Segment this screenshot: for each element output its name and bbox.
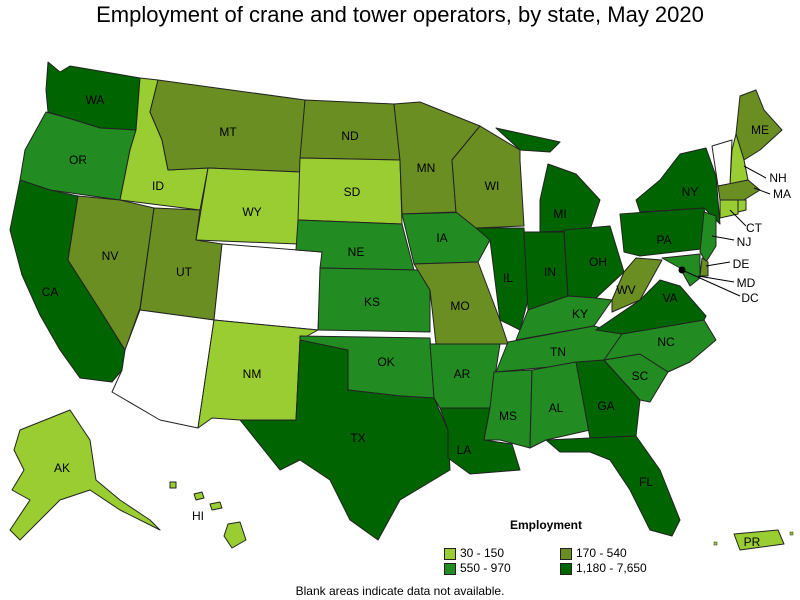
state-label-ut: UT — [176, 265, 193, 279]
leader-line-dc — [681, 269, 741, 297]
state-va[interactable] — [595, 279, 707, 335]
leader-line-ct — [729, 209, 747, 227]
leader-line-nh — [743, 165, 767, 179]
leader-line-md — [697, 275, 735, 283]
state-al[interactable] — [529, 361, 591, 449]
state-label-nd: ND — [341, 129, 359, 143]
map-title: Employment of crane and tower operators,… — [96, 2, 704, 27]
legend-item-bin-2: 170 - 540 — [560, 546, 627, 560]
state-label-nv: NV — [102, 249, 119, 263]
state-label-hi: HI — [192, 509, 204, 523]
footnote: Blank areas indicate data not available. — [295, 584, 505, 598]
state-label-ma: MA — [773, 187, 791, 201]
state-label-mi: MI — [553, 207, 566, 221]
state-oh[interactable] — [563, 225, 625, 299]
state-label-sc: SC — [632, 369, 649, 383]
state-label-la: LA — [457, 443, 472, 457]
state-label-mt: MT — [219, 125, 237, 139]
state-label-or: OR — [69, 153, 87, 167]
legend-item-bin-4: 1,180 - 7,650 — [560, 561, 647, 575]
state-label-ky: KY — [572, 307, 588, 321]
state-label-ar: AR — [454, 367, 471, 381]
state-label-in: IN — [544, 265, 556, 279]
state-co[interactable] — [213, 243, 323, 331]
state-ri[interactable] — [737, 199, 747, 213]
leader-line-nj — [711, 235, 735, 241]
state-label-ok: OK — [377, 355, 394, 369]
leader-lines — [681, 165, 771, 297]
state-label-al: AL — [549, 401, 564, 415]
state-label-ga: GA — [597, 399, 614, 413]
state-ga[interactable] — [575, 359, 641, 439]
state-pa[interactable] — [619, 207, 711, 257]
state-label-nh: NH — [769, 171, 786, 185]
legend-label: 550 - 970 — [460, 561, 511, 575]
state-label-ct: CT — [746, 221, 763, 235]
leader-line-de — [705, 261, 731, 267]
state-label-md: MD — [737, 276, 756, 290]
state-de[interactable] — [699, 257, 709, 277]
state-label-mo: MO — [450, 299, 469, 313]
state-wv[interactable] — [611, 257, 663, 313]
state-label-il: IL — [503, 271, 513, 285]
state-label-wi: WI — [485, 179, 500, 193]
state-label-mn: MN — [417, 161, 436, 175]
legend-swatch — [444, 547, 456, 560]
island-marker — [789, 531, 794, 536]
state-label-ca: CA — [42, 285, 59, 299]
state-label-nm: NM — [243, 367, 262, 381]
state-label-sd: SD — [344, 185, 361, 199]
legend-label: 1,180 - 7,650 — [576, 561, 647, 575]
island-marker — [713, 541, 718, 546]
legend-item-bin-3: 550 - 970 — [444, 561, 511, 575]
state-label-ne: NE — [348, 245, 365, 259]
state-label-tx: TX — [350, 431, 365, 445]
state-label-ia: IA — [436, 231, 447, 245]
state-ks[interactable] — [317, 267, 431, 333]
state-md[interactable] — [661, 253, 701, 287]
state-label-ny: NY — [682, 185, 699, 199]
state-label-ak: AK — [54, 461, 70, 475]
legend-swatch — [444, 562, 456, 575]
state-label-oh: OH — [589, 255, 607, 269]
state-label-id: ID — [152, 179, 164, 193]
state-label-de: DE — [733, 257, 750, 271]
state-nj[interactable] — [699, 211, 717, 263]
state-label-wv: WV — [616, 283, 635, 297]
state-ma[interactable] — [717, 179, 761, 201]
state-pr[interactable] — [733, 529, 785, 551]
state-fl[interactable] — [545, 435, 681, 537]
legend-swatch — [560, 562, 572, 575]
state-label-fl: FL — [639, 475, 653, 489]
state-label-ks: KS — [364, 295, 380, 309]
state-label-dc: DC — [741, 291, 759, 305]
state-label-nj: NJ — [737, 235, 752, 249]
state-label-me: ME — [751, 123, 769, 137]
state-label-wy: WY — [242, 205, 261, 219]
legend-label: 30 - 150 — [460, 546, 505, 560]
legend-title: Employment — [510, 518, 583, 532]
state-label-tn: TN — [550, 345, 566, 359]
legend-label: 170 - 540 — [576, 546, 627, 560]
state-label-pa: PA — [656, 233, 671, 247]
state-hi[interactable] — [169, 481, 247, 549]
state-label-nc: NC — [657, 335, 675, 349]
state-tx[interactable] — [239, 339, 451, 541]
legend-item-bin-1: 30 - 150 — [444, 546, 504, 560]
state-wi[interactable] — [451, 125, 525, 229]
state-label-wa: WA — [86, 93, 105, 107]
legend-swatch — [560, 547, 572, 560]
state-label-va: VA — [662, 291, 677, 305]
state-label-pr: PR — [744, 535, 761, 549]
leader-line-ma — [753, 187, 771, 195]
state-label-ms: MS — [499, 409, 517, 423]
state-ak[interactable] — [9, 409, 161, 541]
